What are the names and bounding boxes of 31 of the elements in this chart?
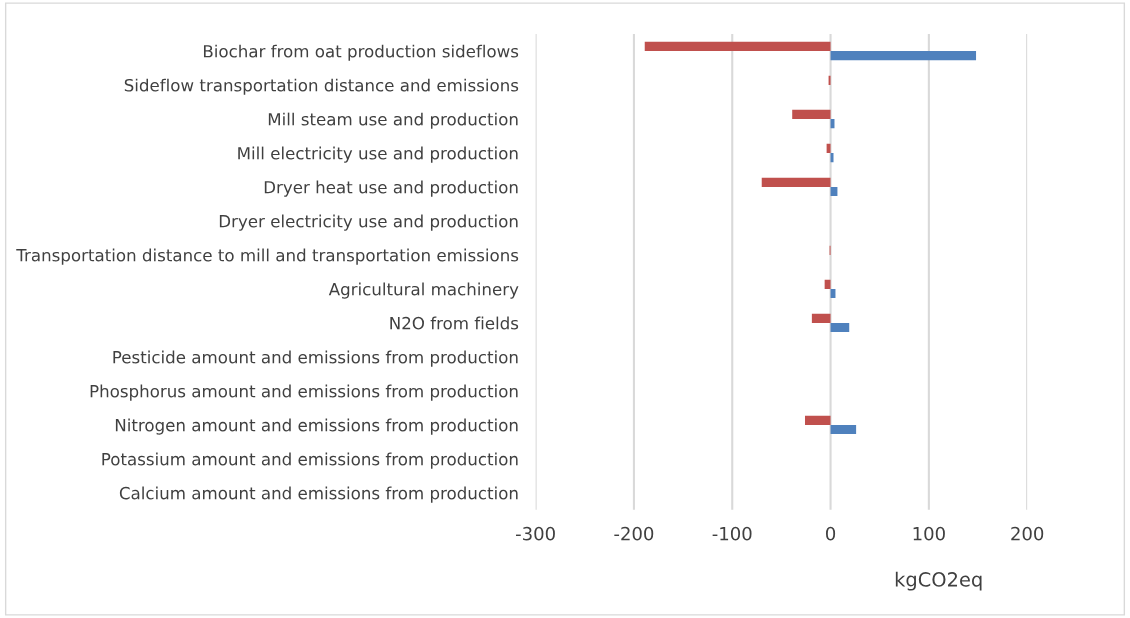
y-tick-label: Dryer electricity use and production xyxy=(219,214,518,231)
x-tick-label: 0 xyxy=(826,526,836,541)
bar xyxy=(644,41,831,51)
bar xyxy=(826,143,831,153)
y-tick-label: Potassium amount and emissions from production xyxy=(102,452,518,469)
y-tick-label: Dryer heat use and production xyxy=(264,180,518,197)
y-tick-label: Pesticide amount and emissions from production xyxy=(113,350,518,367)
y-tick-label: Nitrogen amount and emissions from production xyxy=(115,418,518,435)
y-tick-label: Biochar from oat production sideflows xyxy=(203,44,519,61)
bar xyxy=(830,50,977,61)
y-tick-label: N2O from fields xyxy=(390,316,519,330)
bar xyxy=(811,313,831,323)
bar xyxy=(792,109,831,119)
bar xyxy=(830,424,857,435)
y-tick-label: Agricultural machinery xyxy=(328,282,519,299)
y-tick-label: Mill steam use and production xyxy=(268,112,518,129)
y-tick-label: Sideflow transportation distance and emissions xyxy=(124,78,519,95)
y-tick-label: Transportation distance to mill and transportation emissions xyxy=(16,248,519,265)
x-tick-label: -200 xyxy=(614,526,654,541)
x-tick-label: -300 xyxy=(516,526,555,541)
bar xyxy=(804,415,831,425)
y-tick-label: Calcium amount and emissions from production xyxy=(119,486,518,503)
x-tick-label: -100 xyxy=(712,526,752,541)
y-tick-label: Phosphorus amount and emissions from production xyxy=(90,384,518,401)
x-tick-label: 200 xyxy=(1011,526,1044,541)
bar xyxy=(824,279,831,289)
bar xyxy=(761,177,831,187)
x-tick-label: 100 xyxy=(913,526,945,541)
bar xyxy=(830,322,850,333)
x-axis-title: kgCO2eq xyxy=(895,571,982,591)
y-tick-label: Mill electricity use and production xyxy=(238,146,518,163)
